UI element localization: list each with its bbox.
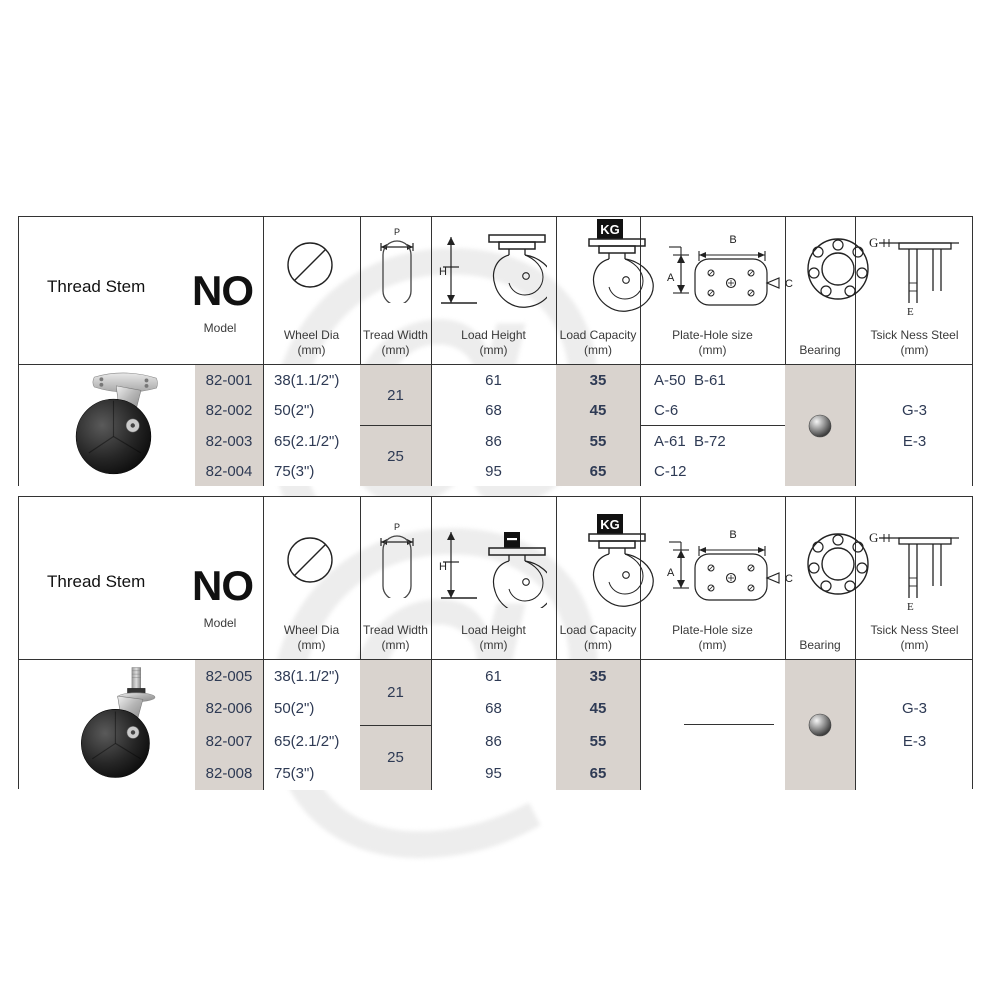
svg-text:B: B (729, 530, 736, 541)
svg-text:E: E (907, 601, 914, 613)
svg-text:H: H (439, 561, 447, 573)
svg-text:P: P (394, 522, 400, 532)
svg-text:A: A (667, 272, 675, 284)
svg-text:E: E (907, 306, 914, 318)
svg-text:G: G (869, 235, 878, 250)
svg-text:C: C (785, 278, 793, 290)
svg-text:B: B (729, 235, 736, 246)
svg-text:KG: KG (600, 222, 620, 237)
svg-text:C: C (785, 573, 793, 585)
svg-text:H: H (439, 266, 447, 278)
svg-text:A: A (667, 567, 675, 579)
svg-text:KG: KG (600, 517, 620, 532)
svg-text:P: P (394, 227, 400, 237)
svg-text:G: G (869, 530, 878, 545)
